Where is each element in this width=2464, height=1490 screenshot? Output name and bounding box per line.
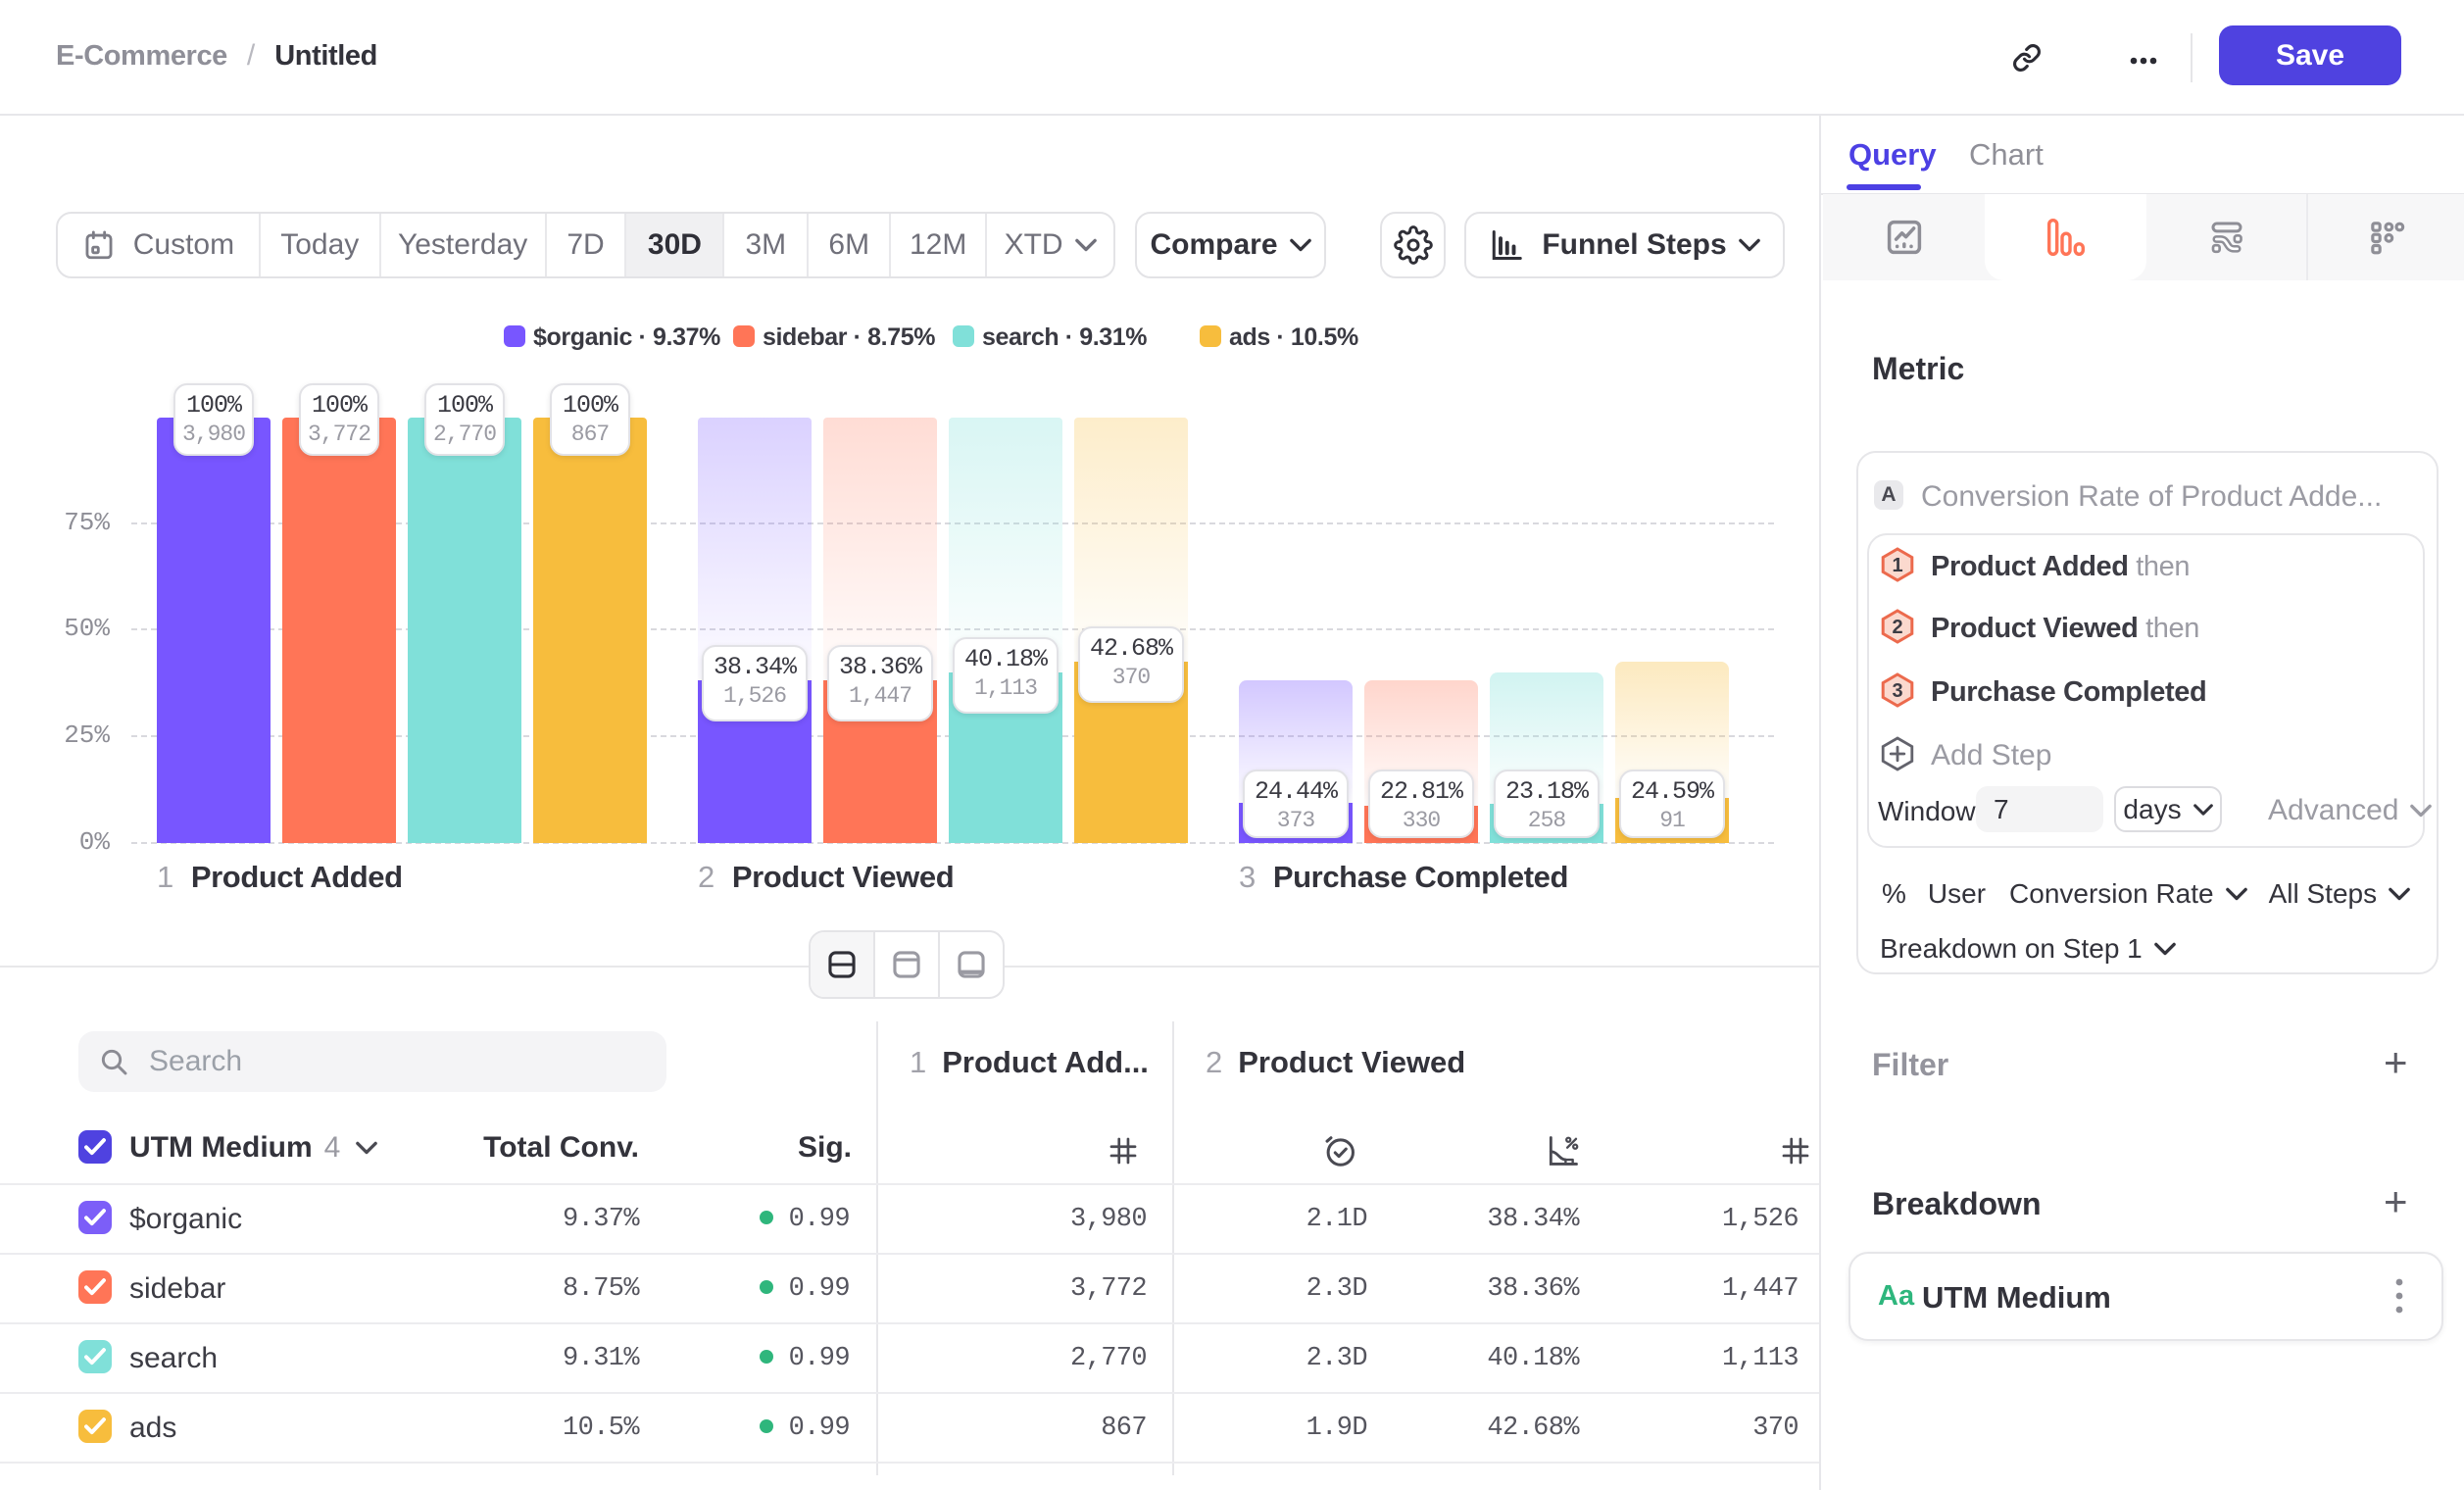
svg-text:2: 2 xyxy=(1892,617,1902,638)
svg-text:3: 3 xyxy=(1892,680,1902,702)
svg-text:1: 1 xyxy=(1892,555,1902,576)
